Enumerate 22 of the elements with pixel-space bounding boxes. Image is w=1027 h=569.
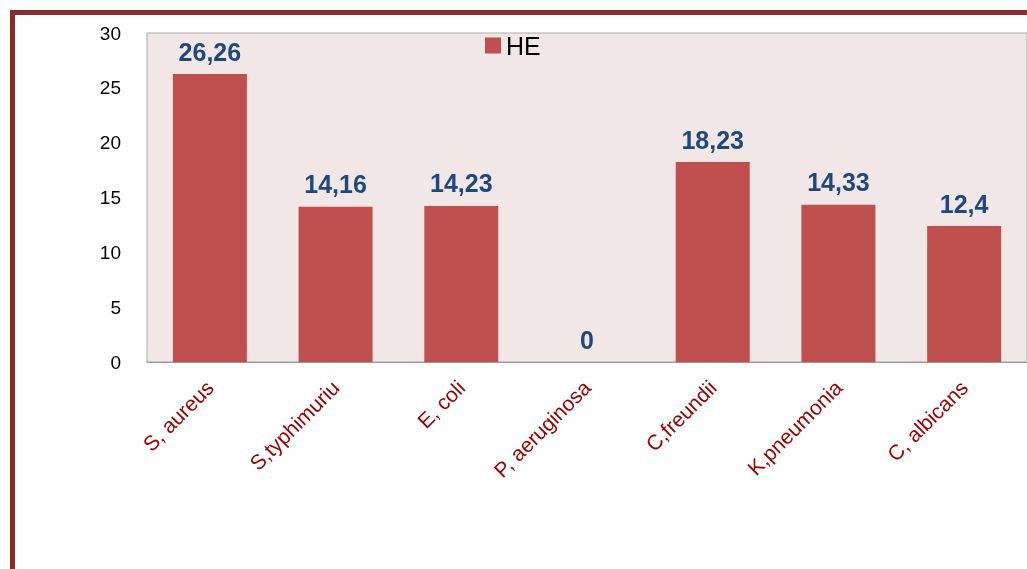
legend-label: HE bbox=[506, 31, 541, 60]
y-tick-label: 0 bbox=[110, 351, 121, 373]
y-tick-label: 10 bbox=[99, 241, 121, 263]
data-label: 0 bbox=[580, 325, 594, 354]
y-tick-label: 5 bbox=[110, 296, 121, 318]
bar bbox=[172, 74, 247, 362]
bar bbox=[424, 205, 499, 362]
bar bbox=[927, 226, 1002, 362]
bar bbox=[675, 162, 750, 362]
x-tick-label: E, coli bbox=[412, 375, 470, 433]
bar bbox=[298, 206, 373, 362]
data-label: 14,23 bbox=[430, 169, 493, 198]
bar bbox=[801, 204, 876, 362]
data-label: 14,16 bbox=[304, 170, 367, 199]
y-tick-label: 15 bbox=[99, 187, 121, 208]
data-label: 12,4 bbox=[939, 189, 989, 218]
data-label: 26,26 bbox=[178, 37, 242, 66]
y-tick-label: 30 bbox=[99, 22, 121, 44]
data-label: 18,23 bbox=[681, 125, 744, 154]
y-tick-label: 20 bbox=[99, 132, 121, 154]
data-label: 14,33 bbox=[807, 168, 870, 197]
y-tick-label: 25 bbox=[99, 77, 121, 99]
